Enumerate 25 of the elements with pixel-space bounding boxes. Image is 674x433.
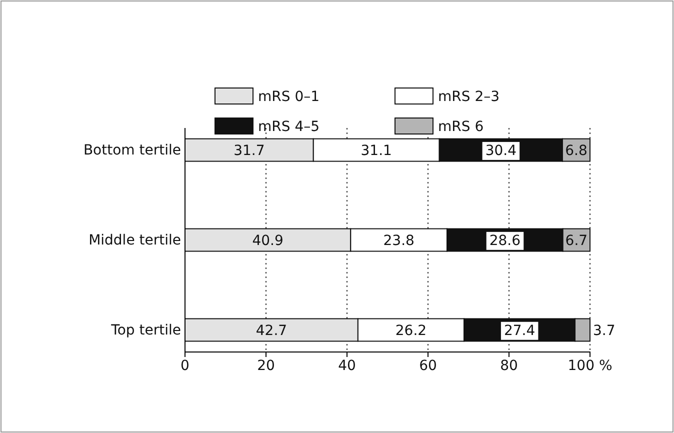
x-tick-label: 60 xyxy=(419,358,437,374)
data-label: 31.1 xyxy=(360,142,392,159)
data-label: 40.9 xyxy=(252,232,284,249)
legend-label: mRS 0–1 xyxy=(258,88,320,105)
data-label: 28.6 xyxy=(489,232,521,249)
data-label: 30.4 xyxy=(485,142,517,159)
y-tick-label: Middle tertile xyxy=(88,232,181,248)
x-tick-label: 80 xyxy=(500,358,518,374)
legend-label: mRS 6 xyxy=(438,118,484,135)
y-tick-label: Bottom tertile xyxy=(83,142,181,159)
data-label: 31.7 xyxy=(234,142,265,159)
y-tick-label: Top tertile xyxy=(110,322,181,338)
x-tick-label: 100 % xyxy=(568,358,612,374)
legend-label: mRS 2–3 xyxy=(438,88,500,105)
data-label: 3.7 xyxy=(593,322,616,339)
data-label: 6.7 xyxy=(565,232,588,249)
data-label: 42.7 xyxy=(256,322,288,339)
x-tick-label: 40 xyxy=(338,358,356,374)
data-label: 23.8 xyxy=(383,232,414,249)
legend-label: mRS 4–5 xyxy=(258,118,320,135)
data-label: 27.4 xyxy=(504,322,536,339)
data-label: 6.8 xyxy=(565,142,588,159)
data-label: 26.2 xyxy=(395,322,427,339)
x-tick-label: 20 xyxy=(257,358,275,374)
x-tick-label: 0 xyxy=(180,358,190,374)
